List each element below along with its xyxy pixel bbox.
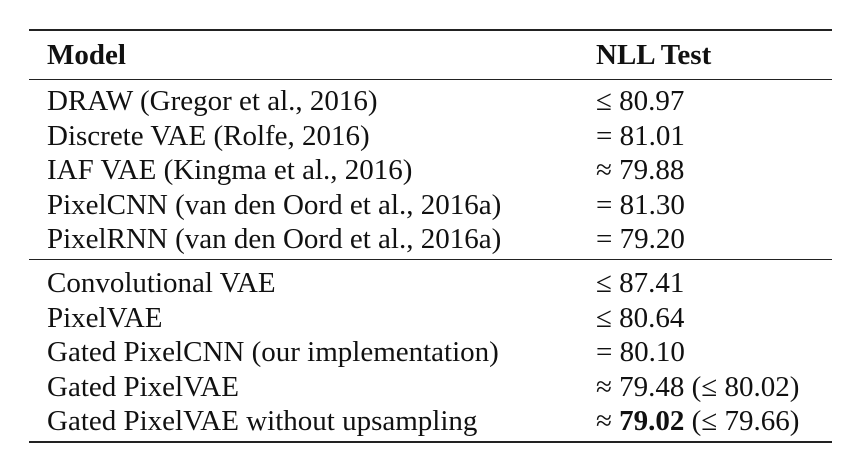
model-cell: IAF VAE (Kingma et al., 2016) [47, 154, 413, 187]
table-row: PixelRNN (van den Oord et al., 2016a) = … [29, 222, 832, 257]
model-cell: PixelCNN (van den Oord et al., 2016a) [47, 188, 502, 221]
nll-cell: ≤ 80.64 [596, 301, 685, 334]
results-table: Model NLL Test DRAW (Gregor et al., 2016… [29, 29, 832, 443]
prior-work-section: DRAW (Gregor et al., 2016) ≤ 80.97 Discr… [29, 80, 832, 259]
header-rule [29, 79, 832, 80]
nll-cell: ≤ 87.41 [596, 266, 685, 299]
nll-prefix: ≈ [596, 405, 620, 438]
model-header: Model [47, 39, 126, 71]
table-row: Convolutional VAE ≤ 87.41 [29, 266, 832, 301]
model-cell: PixelVAE [47, 301, 163, 334]
nll-cell: = 81.01 [596, 119, 685, 152]
nll-cell: = 80.10 [596, 336, 685, 369]
nll-suffix: (≤ 79.66) [684, 405, 800, 438]
nll-cell: ≈ 79.88 [596, 154, 685, 187]
model-cell: Convolutional VAE [47, 266, 276, 299]
header-row: Model NLL Test [29, 31, 832, 79]
model-cell: PixelRNN (van den Oord et al., 2016a) [47, 223, 502, 256]
nll-header: NLL Test [596, 39, 712, 71]
model-cell: Gated PixelCNN (our implementation) [47, 336, 499, 369]
section-rule [29, 258, 832, 260]
model-cell: Gated PixelVAE without upsampling [47, 405, 478, 438]
table-row: PixelVAE ≤ 80.64 [29, 301, 832, 336]
table-row: Gated PixelCNN (our implementation) = 80… [29, 335, 832, 370]
best-score: 79.02 [619, 405, 685, 438]
table-row: PixelCNN (van den Oord et al., 2016a) = … [29, 188, 832, 223]
nll-cell: ≤ 80.97 [596, 85, 685, 117]
nll-cell: = 79.20 [596, 223, 685, 256]
model-cell: Gated PixelVAE [47, 370, 239, 403]
table-row: Discrete VAE (Rolfe, 2016) = 81.01 [29, 119, 832, 154]
table-row: Gated PixelVAE ≈ 79.48 (≤ 80.02) [29, 370, 832, 405]
model-cell: DRAW (Gregor et al., 2016) [47, 85, 378, 117]
table-row: IAF VAE (Kingma et al., 2016) ≈ 79.88 [29, 153, 832, 188]
nll-cell: ≈ 79.48 (≤ 80.02) [596, 370, 800, 403]
our-models-section: Convolutional VAE ≤ 87.41 PixelVAE ≤ 80.… [29, 260, 832, 441]
model-cell: Discrete VAE (Rolfe, 2016) [47, 119, 370, 152]
table-row: Gated PixelVAE without upsampling ≈ 79.0… [29, 404, 832, 439]
bottom-rule [29, 440, 832, 443]
top-rule [29, 29, 832, 31]
nll-cell: ≈ 79.02 (≤ 79.66) [577, 404, 832, 439]
nll-cell: = 81.30 [596, 188, 685, 221]
table-row: DRAW (Gregor et al., 2016) ≤ 80.97 [29, 84, 832, 119]
